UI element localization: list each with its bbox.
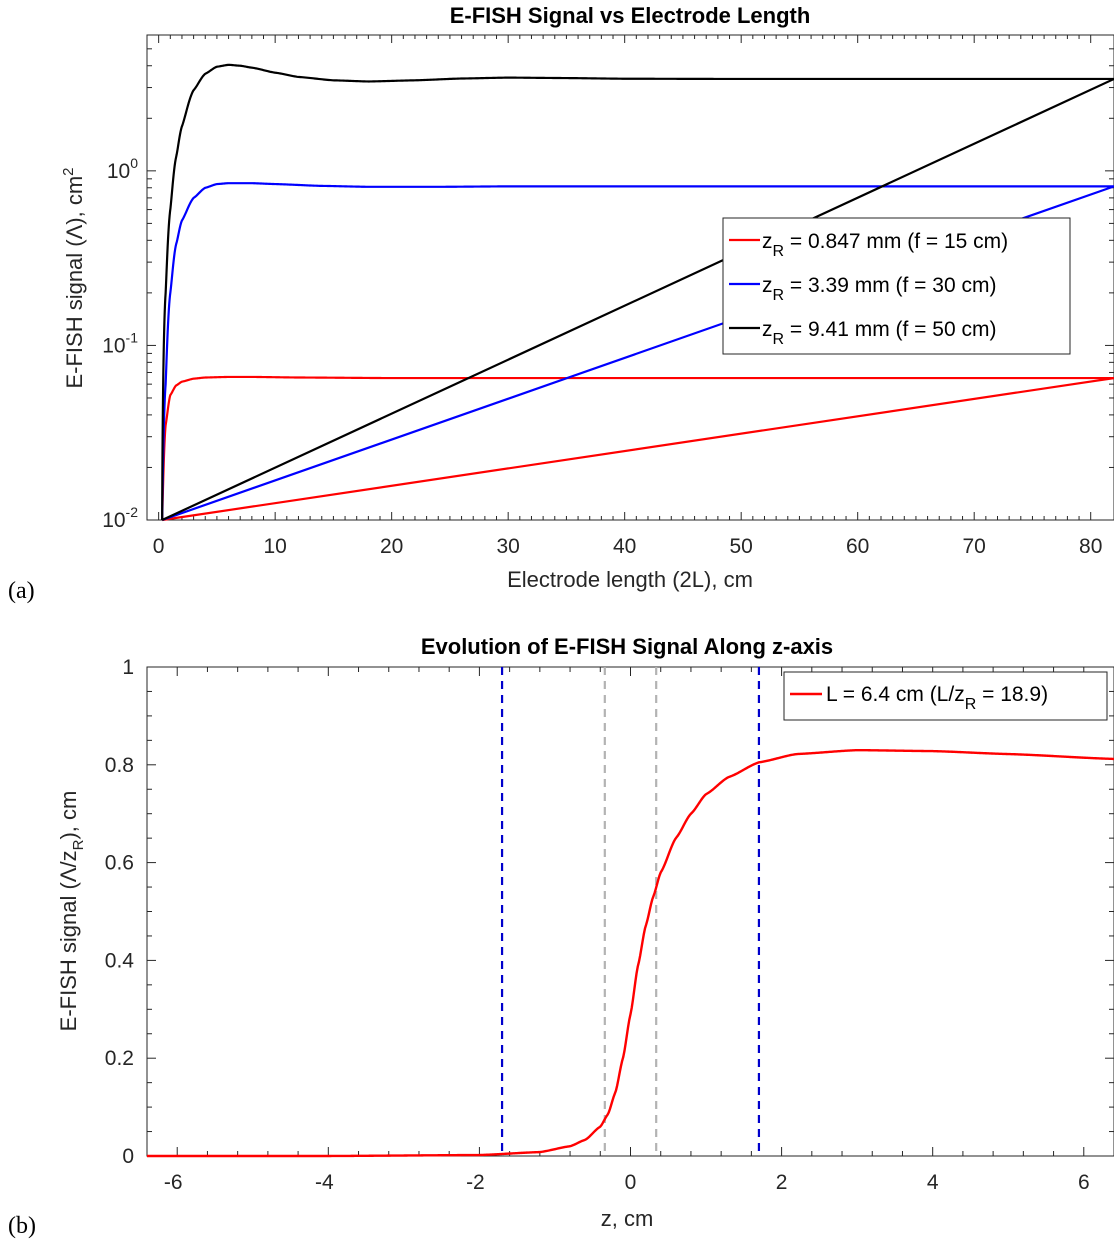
chart-a-y-tick-base: 10 [102,334,125,357]
chart-a: E-FISH Signal vs Electrode Length 0 10 20 3… [8,3,1114,604]
chart-a-legend-entry-1: zR = 3.39 mm (f = 30 cm) [762,274,996,304]
chart-a-x-tick-label: 0 [153,535,165,558]
chart-a-x-tick-label: 20 [380,535,403,558]
chart-a-y-label-main: E-FISH signal (Λ), cm [62,176,87,389]
chart-a-y-tick-base: 10 [107,160,130,183]
chart-b-x-tick-label: 6 [1078,1171,1090,1194]
chart-a-legend-sub: R [773,331,785,348]
chart-b-y-label-main: E-FISH signal (Λ/z [56,850,81,1031]
chart-a-x-tick-label: 10 [263,535,286,558]
chart-a-y-tick-exp: 0 [130,155,138,171]
chart-a-legend-rest: = 9.41 mm (f = 50 cm) [784,318,996,341]
chart-b-y-tick-label: 0.4 [105,949,135,972]
chart-b-x-tick-label: 0 [625,1171,637,1194]
chart-b: Evolution of E-FISH Signal Along z-axis … [8,634,1114,1239]
chart-a-legend-entry-0: zR = 0.847 mm (f = 15 cm) [762,230,1008,260]
chart-b-y-label: E-FISH signal (Λ/zR), cm [56,791,87,1032]
chart-a-legend: zR = 0.847 mm (f = 15 cm)zR = 3.39 mm (f… [722,217,1071,355]
chart-a-y-tick-label: 10-1 [102,329,138,357]
chart-a-y-tick-label: 10-2 [102,504,138,532]
panel-label-b: (b) [8,1213,36,1239]
chart-a-x-tick-label: 60 [846,535,869,558]
chart-b-y-label-end: ), cm [56,791,81,840]
chart-b-title: Evolution of E-FISH Signal Along z-axis [421,634,833,659]
chart-a-legend-sub: R [773,243,785,260]
chart-b-x-tick-label: 4 [927,1171,939,1194]
chart-b-legend-box [783,671,1108,721]
chart-b-legend: L = 6.4 cm (L/zR = 18.9) [783,671,1108,721]
chart-b-x-label: z, cm [601,1206,654,1231]
chart-b-y-tick-label: 0 [122,1145,134,1168]
chart-b-y-tick-label: 0.6 [105,852,134,875]
chart-a-series-line-2 [161,63,1114,521]
chart-a-y-tick-exp: -2 [126,504,139,520]
chart-a-legend-entry-2: zR = 9.41 mm (f = 50 cm) [762,318,996,348]
chart-a-legend-main: z [762,230,773,253]
chart-a-y-tick-base: 10 [102,509,125,532]
chart-a-y-label: E-FISH signal (Λ), cm2 [60,167,87,388]
chart-b-x-tick-label: -6 [164,1171,183,1194]
chart-a-x-label: Electrode length (2L), cm [507,567,753,592]
chart-a-legend-rest: = 3.39 mm (f = 30 cm) [784,274,996,297]
panel-label-a: (a) [8,578,35,604]
chart-a-y-tick-exp: -1 [126,329,139,345]
chart-a-x-tick-label: 30 [496,535,519,558]
chart-b-y-tick-label: 0.2 [105,1047,134,1070]
chart-a-x-tick-label: 80 [1079,535,1102,558]
chart-a-legend-sub: R [773,287,785,304]
chart-b-legend-sub: R [965,696,977,713]
chart-b-y-tick-label: 0.8 [105,754,134,777]
chart-a-series-line-0 [161,375,1114,522]
chart-b-x-tick-label: -4 [315,1171,334,1194]
chart-b-legend-main: L = 6.4 cm (L/z [826,683,965,706]
chart-a-title: E-FISH Signal vs Electrode Length [450,3,811,28]
chart-a-y-tick-label: 100 [107,155,138,183]
chart-a-legend-main: z [762,318,773,341]
chart-b-legend-entry-0: L = 6.4 cm (L/zR = 18.9) [826,683,1048,713]
chart-b-legend-rest: = 18.9) [976,683,1048,706]
chart-a-legend-main: z [762,274,773,297]
chart-b-series-line-0 [147,748,1114,1158]
chart-b-x-tick-label: -2 [466,1171,485,1194]
chart-b-axes-box [146,666,1114,1157]
chart-a-x-tick-label: 70 [963,535,986,558]
chart-a-legend-rest: = 0.847 mm (f = 15 cm) [784,230,1008,253]
chart-b-y-tick-label: 1 [122,656,134,679]
chart-a-legend-box [722,217,1071,355]
chart-b-y-label-sub: R [70,839,87,850]
chart-a-x-tick-label: 50 [730,535,753,558]
chart-a-series-line-1 [161,182,1114,522]
chart-a-x-tick-label: 40 [613,535,636,558]
chart-b-x-tick-label: 2 [776,1171,788,1194]
chart-a-y-label-sup: 2 [60,167,77,175]
